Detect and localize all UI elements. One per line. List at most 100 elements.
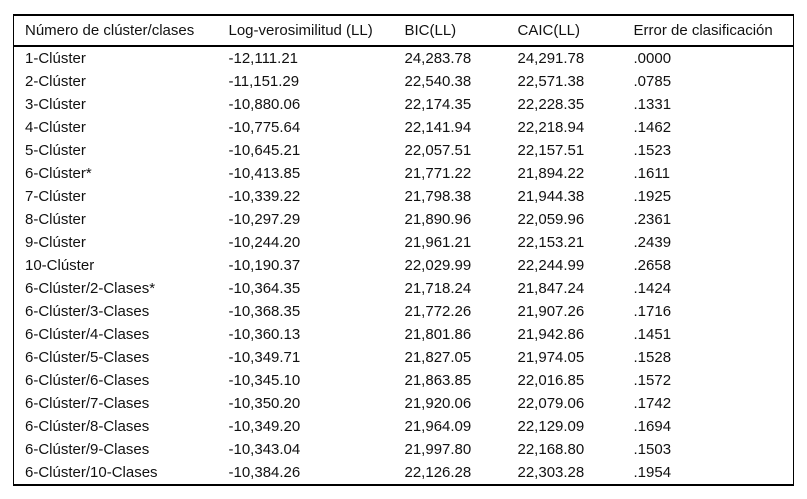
column-header-log-likelihood: Log-verosimilitud (LL) xyxy=(228,15,405,47)
table-cell: -10,349.20 xyxy=(228,418,301,435)
table-body: 1-Clúster -12,111.21 24,283.78 24,291.78 .00… xyxy=(14,46,794,485)
table-cell: 21,847.24 xyxy=(517,280,585,297)
table-cell: 21,961.21 xyxy=(404,234,472,251)
table-cell: 22,059.96 xyxy=(517,211,585,228)
table-cell: .0785 xyxy=(633,73,672,90)
table-cell: .2439 xyxy=(633,234,672,251)
table-row: 2-Clúster -11,151.29 22,540.38 22,571.38 .07… xyxy=(14,70,794,93)
table-cell: .1954 xyxy=(633,464,672,481)
table-cell: 22,126.28 xyxy=(404,464,472,481)
table-cell: -10,297.29 xyxy=(228,211,301,228)
table-cell: 21,718.24 xyxy=(404,280,472,297)
table-row: 9-Clúster -10,244.20 21,961.21 22,153.21 .24… xyxy=(14,231,794,254)
table-cell: 22,168.80 xyxy=(517,441,585,458)
table-cell: -10,349.71 xyxy=(228,349,301,366)
table-cell: .1572 xyxy=(633,372,672,389)
table-cell: 3-Clúster xyxy=(25,96,86,113)
table-cell: -10,880.06 xyxy=(228,96,301,113)
table-row: 6-Clúster/4-Clases -10,360.13 21,801.86 21,… xyxy=(14,323,794,346)
table-cell: 21,894.22 xyxy=(517,165,585,182)
table-cell: 9-Clúster xyxy=(25,234,86,251)
table-cell: 2-Clúster xyxy=(25,73,86,90)
table-cell: 22,540.38 xyxy=(404,73,472,90)
table-row: 6-Clúster/3-Clases -10,368.35 21,772.26 21,… xyxy=(14,300,794,323)
table-cell: 6-Clúster/9-Clases xyxy=(25,441,150,458)
table-cell: .1451 xyxy=(633,326,672,343)
column-header-cluster-classes: Número de clúster/clases xyxy=(13,15,229,47)
table-cell: -10,244.20 xyxy=(228,234,301,251)
table-cell: .2658 xyxy=(633,257,672,274)
table-cell: 8-Clúster xyxy=(25,211,86,228)
table-header-row: Número de clúster/clases Log-verosimilit… xyxy=(13,15,794,47)
table-cell: -10,339.22 xyxy=(228,188,301,205)
table-cell: 22,029.99 xyxy=(404,257,472,274)
table-cell: .1462 xyxy=(633,119,672,136)
column-header-bic: BIC(LL) xyxy=(404,15,518,47)
table-cell: 21,942.86 xyxy=(517,326,585,343)
table-cell: .1694 xyxy=(633,418,672,435)
table-row: 4-Clúster -10,775.64 22,141.94 22,218.94 .14… xyxy=(14,116,794,139)
table-cell: -10,360.13 xyxy=(228,326,301,343)
table-cell: 6-Clúster/4-Clases xyxy=(25,326,150,343)
table-row: 6-Clúster/8-Clases -10,349.20 21,964.09 22,… xyxy=(14,415,794,438)
table-row: 6-Clúster/5-Clases -10,349.71 21,827.05 21,… xyxy=(14,346,794,369)
table-cell: .1331 xyxy=(633,96,672,113)
table-row: 6-Clúster/7-Clases -10,350.20 21,920.06 22,… xyxy=(14,392,794,415)
table-cell: 21,771.22 xyxy=(404,165,472,182)
table-row: 6-Clúster/10-Clases -10,384.26 22,126.28 22… xyxy=(14,461,794,485)
table-cell: 22,174.35 xyxy=(404,96,472,113)
table-cell: 22,141.94 xyxy=(404,119,472,136)
table-cell: 6-Clúster/3-Clases xyxy=(25,303,150,320)
table-cell: .0000 xyxy=(633,50,672,67)
table-cell: -10,775.64 xyxy=(228,119,301,136)
table-cell: 21,890.96 xyxy=(404,211,472,228)
table-cell: 21,920.06 xyxy=(404,395,472,412)
table-cell: 22,016.85 xyxy=(517,372,585,389)
table-cell: -12,111.21 xyxy=(228,50,299,67)
table-cell: .1742 xyxy=(633,395,672,412)
model-comparison-table: Número de clúster/clases Log-verosimilit… xyxy=(13,14,794,486)
table-cell: 22,079.06 xyxy=(517,395,585,412)
table-cell: 4-Clúster xyxy=(25,119,86,136)
table-row: 6-Clúster/6-Clases -10,345.10 21,863.85 22,… xyxy=(14,369,794,392)
table-cell: -11,151.29 xyxy=(228,73,300,90)
table-cell: .1611 xyxy=(633,165,670,182)
table-cell: .1523 xyxy=(633,142,672,159)
table-cell: 22,571.38 xyxy=(517,73,585,90)
table-row: 7-Clúster -10,339.22 21,798.38 21,944.38 .19… xyxy=(14,185,794,208)
table-cell: 1-Clúster xyxy=(25,50,86,67)
model-comparison-table-wrapper: Número de clúster/clases Log-verosimilit… xyxy=(13,14,794,486)
table-row: 6-Clúster/9-Clases -10,343.04 21,997.80 22,… xyxy=(14,438,794,461)
table-cell: 5-Clúster xyxy=(25,142,86,159)
table-cell: 22,157.51 xyxy=(517,142,585,159)
table-row: 10-Clúster -10,190.37 22,029.99 22,244.99 .2… xyxy=(14,254,794,277)
table-cell: 21,801.86 xyxy=(404,326,472,343)
table-cell: -10,384.26 xyxy=(228,464,301,481)
table-cell: 22,218.94 xyxy=(517,119,585,136)
table-cell: 21,964.09 xyxy=(404,418,472,435)
table-cell: 6-Clúster* xyxy=(25,165,92,182)
table-row: 8-Clúster -10,297.29 21,890.96 22,059.96 .23… xyxy=(14,208,794,231)
table-cell: 6-Clúster/10-Clases xyxy=(25,464,158,481)
table-cell: -10,364.35 xyxy=(228,280,301,297)
table-cell: 22,057.51 xyxy=(404,142,472,159)
table-cell: .1528 xyxy=(633,349,672,366)
table-cell: 10-Clúster xyxy=(25,257,95,274)
table-cell: -10,350.20 xyxy=(228,395,301,412)
table-cell: 6-Clúster/8-Clases xyxy=(25,418,150,435)
table-cell: 22,244.99 xyxy=(517,257,585,274)
table-cell: -10,413.85 xyxy=(228,165,301,182)
table-cell: 6-Clúster/6-Clases xyxy=(25,372,150,389)
table-cell: -10,343.04 xyxy=(228,441,301,458)
table-cell: -10,190.37 xyxy=(228,257,301,274)
table-cell: .1503 xyxy=(633,441,672,458)
table-cell: 6-Clúster/7-Clases xyxy=(25,395,150,412)
table-cell: 21,944.38 xyxy=(517,188,585,205)
column-header-classification-error: Error de clasificación xyxy=(633,15,794,47)
table-cell: -10,645.21 xyxy=(228,142,301,159)
table-cell: 21,997.80 xyxy=(404,441,472,458)
table-cell: 6-Clúster/2-Clases* xyxy=(25,280,156,297)
table-cell: -10,368.35 xyxy=(228,303,301,320)
table-cell: .1925 xyxy=(633,188,672,205)
table-cell: 21,772.26 xyxy=(404,303,472,320)
